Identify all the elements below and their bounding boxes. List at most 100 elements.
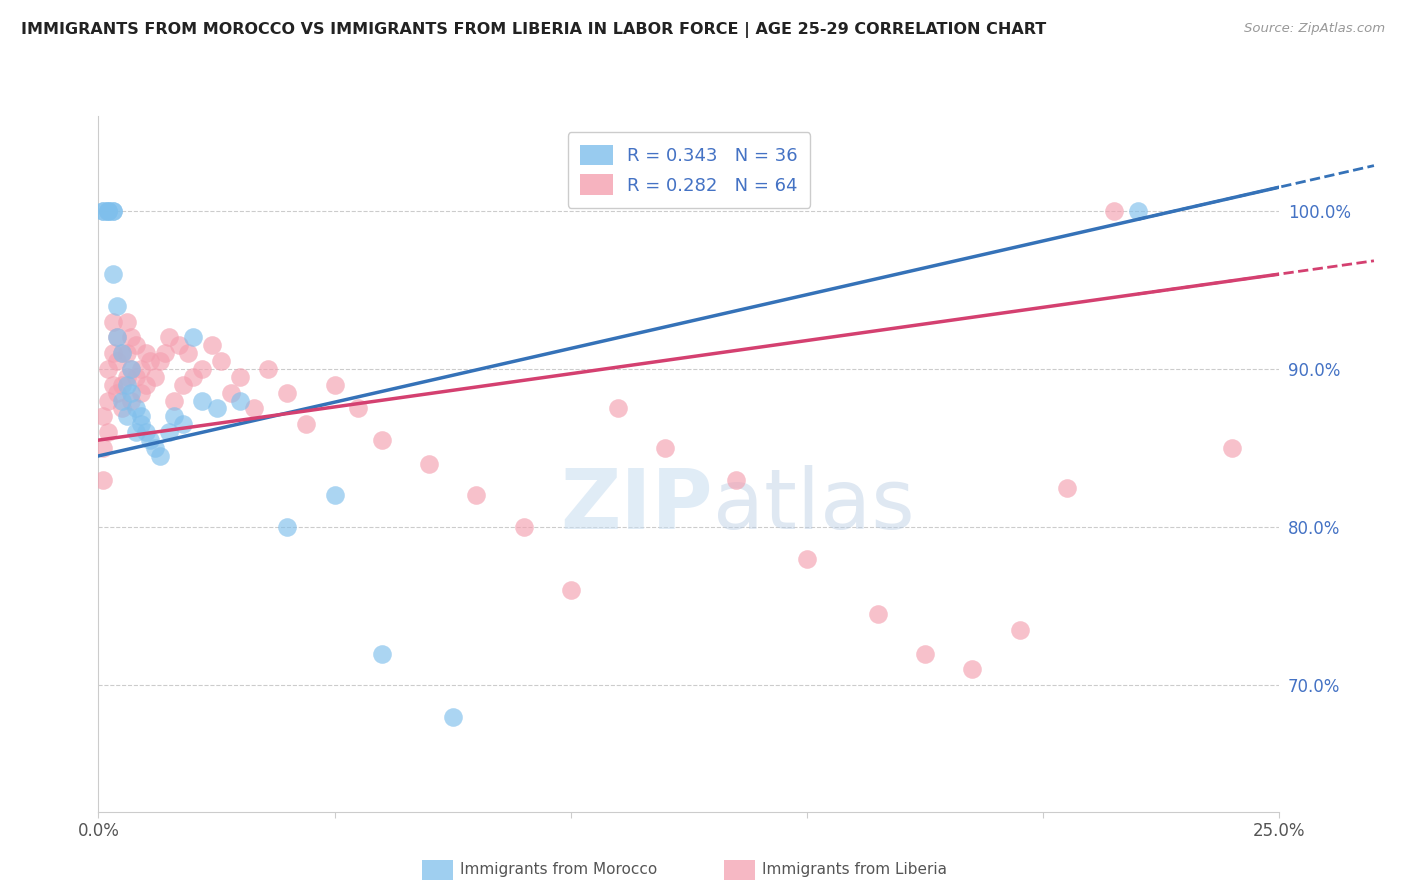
- Point: [121, 330, 143, 344]
- Point: [654, 441, 676, 455]
- Point: [866, 607, 889, 621]
- Point: [1056, 481, 1078, 495]
- Point: [143, 369, 166, 384]
- Point: [172, 417, 194, 432]
- Point: [276, 520, 298, 534]
- Point: [105, 385, 128, 400]
- Point: [121, 393, 143, 408]
- Point: [115, 314, 138, 328]
- Point: [257, 362, 280, 376]
- Point: [167, 338, 190, 352]
- Text: Immigrants from Morocco: Immigrants from Morocco: [460, 863, 657, 877]
- Point: [347, 401, 370, 416]
- Point: [115, 409, 138, 424]
- Text: Source: ZipAtlas.com: Source: ZipAtlas.com: [1244, 22, 1385, 36]
- Point: [111, 377, 134, 392]
- Point: [139, 433, 162, 447]
- Point: [101, 346, 124, 360]
- Point: [121, 362, 143, 376]
- Point: [607, 401, 630, 416]
- Point: [1008, 623, 1031, 637]
- Point: [163, 409, 186, 424]
- Point: [105, 330, 128, 344]
- Point: [163, 393, 186, 408]
- Point: [101, 314, 124, 328]
- Point: [323, 377, 346, 392]
- Point: [219, 385, 242, 400]
- Point: [512, 520, 534, 534]
- Point: [1220, 441, 1243, 455]
- Point: [91, 409, 114, 424]
- Point: [181, 330, 204, 344]
- Point: [725, 473, 748, 487]
- Point: [229, 393, 252, 408]
- Point: [129, 409, 152, 424]
- Point: [129, 417, 152, 432]
- Point: [191, 362, 214, 376]
- Point: [1102, 203, 1125, 218]
- Point: [91, 203, 114, 218]
- Point: [149, 449, 172, 463]
- Point: [209, 354, 232, 368]
- Point: [111, 346, 134, 360]
- Point: [560, 583, 582, 598]
- Point: [157, 330, 180, 344]
- Point: [97, 203, 120, 218]
- Point: [229, 369, 252, 384]
- Point: [101, 203, 124, 218]
- Point: [121, 362, 143, 376]
- Point: [111, 393, 134, 408]
- Point: [125, 401, 148, 416]
- Point: [172, 377, 194, 392]
- Text: Immigrants from Liberia: Immigrants from Liberia: [762, 863, 948, 877]
- Point: [125, 425, 148, 440]
- Point: [135, 425, 157, 440]
- Legend: R = 0.343   N = 36, R = 0.282   N = 64: R = 0.343 N = 36, R = 0.282 N = 64: [568, 132, 810, 208]
- Point: [135, 346, 157, 360]
- Point: [135, 377, 157, 392]
- Point: [323, 488, 346, 502]
- Point: [115, 369, 138, 384]
- Point: [205, 401, 228, 416]
- Point: [371, 433, 394, 447]
- Text: atlas: atlas: [713, 465, 914, 546]
- Point: [121, 385, 143, 400]
- Point: [139, 354, 162, 368]
- Point: [149, 354, 172, 368]
- Point: [143, 441, 166, 455]
- Point: [1126, 203, 1149, 218]
- Point: [101, 267, 124, 281]
- Text: ZIP: ZIP: [560, 465, 713, 546]
- Point: [129, 362, 152, 376]
- Point: [181, 369, 204, 384]
- Point: [97, 393, 120, 408]
- Point: [97, 362, 120, 376]
- Point: [97, 203, 120, 218]
- Point: [177, 346, 200, 360]
- Point: [105, 354, 128, 368]
- Point: [243, 401, 266, 416]
- Point: [101, 203, 124, 218]
- Point: [97, 425, 120, 440]
- Point: [125, 338, 148, 352]
- Point: [115, 346, 138, 360]
- Point: [153, 346, 176, 360]
- Point: [91, 203, 114, 218]
- Point: [125, 369, 148, 384]
- Point: [129, 385, 152, 400]
- Point: [276, 385, 298, 400]
- Point: [157, 425, 180, 440]
- Point: [105, 330, 128, 344]
- Point: [91, 441, 114, 455]
- Point: [111, 346, 134, 360]
- Point: [418, 457, 440, 471]
- Point: [91, 473, 114, 487]
- Point: [914, 647, 936, 661]
- Point: [101, 377, 124, 392]
- Point: [115, 377, 138, 392]
- Point: [111, 401, 134, 416]
- Point: [97, 203, 120, 218]
- Point: [295, 417, 318, 432]
- Point: [465, 488, 488, 502]
- Point: [201, 338, 224, 352]
